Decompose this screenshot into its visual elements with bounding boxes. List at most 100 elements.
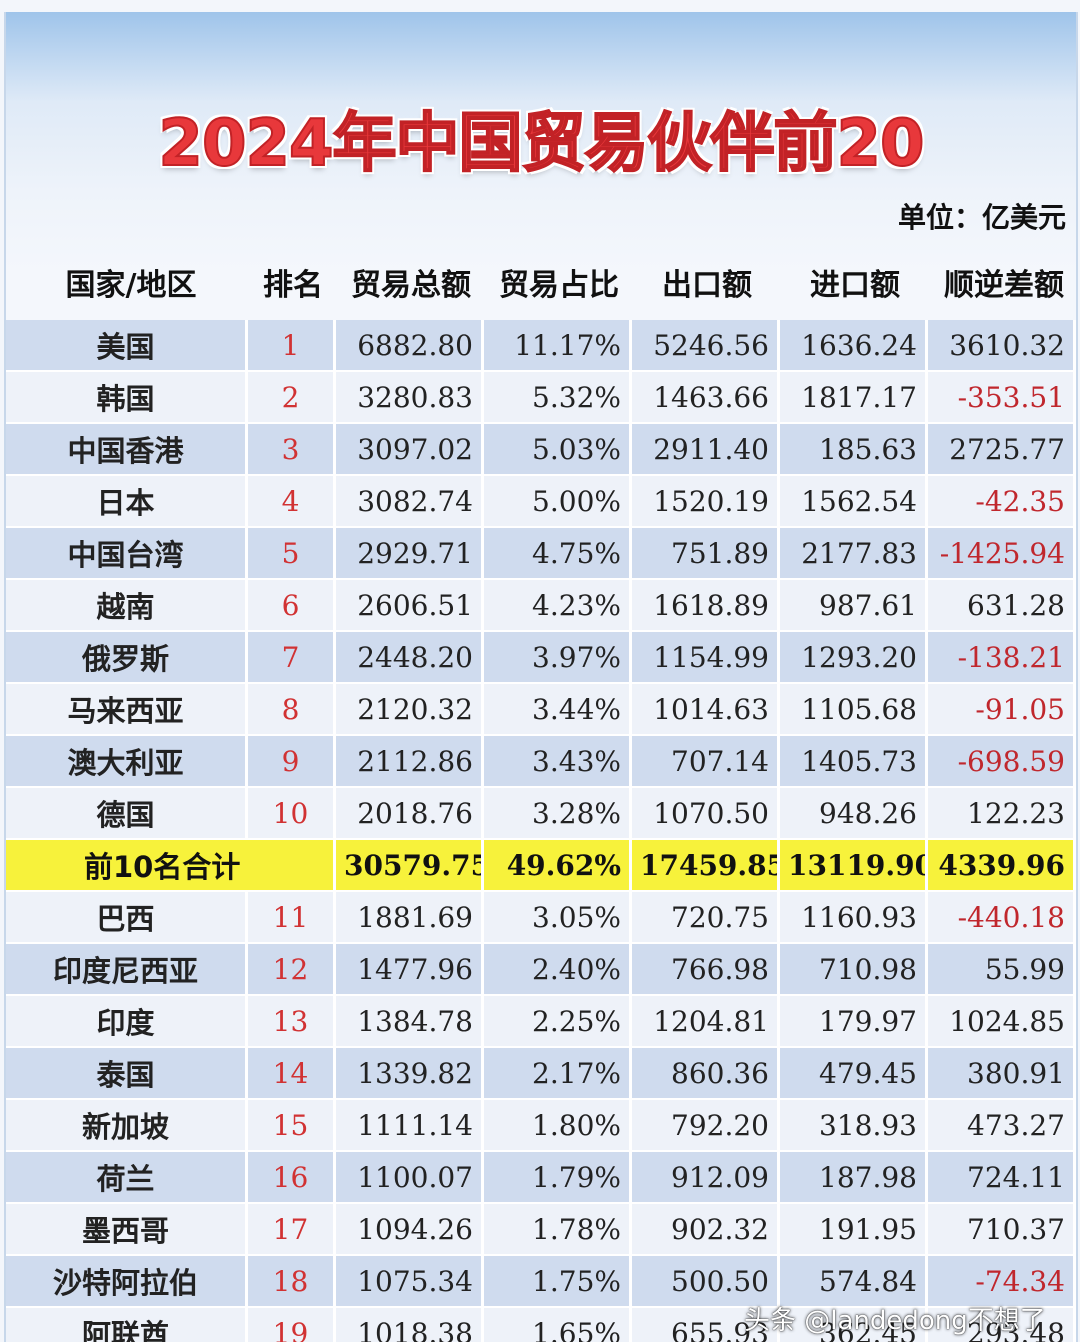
cell-rank: 7 (248, 632, 336, 684)
table-row: 荷兰 16 1100.07 1.79% 912.09 187.98 724.11 (6, 1152, 1076, 1204)
cell-export: 1204.81 (632, 996, 780, 1048)
cell-rank: 11 (248, 892, 336, 944)
cell-export: 1618.89 (632, 580, 780, 632)
cell-balance: 473.27 (928, 1100, 1076, 1152)
cell-total: 1384.78 (336, 996, 484, 1048)
cell-share: 5.32% (484, 372, 632, 424)
cell-rank: 10 (248, 788, 336, 840)
cell-balance: -42.35 (928, 476, 1076, 528)
cell-share: 1.75% (484, 1256, 632, 1308)
cell-name: 马来西亚 (6, 684, 248, 736)
table-header: 国家/地区 排名 贸易总额 贸易占比 出口额 进口额 顺逆差额 (6, 252, 1076, 310)
cell-total: 1075.34 (336, 1256, 484, 1308)
cell-share: 3.43% (484, 736, 632, 788)
cell-balance: -74.34 (928, 1256, 1076, 1308)
cell-balance: -91.05 (928, 684, 1076, 736)
cell-import: 1405.73 (780, 736, 928, 788)
cell-export: 1520.19 (632, 476, 780, 528)
page-title: 2024年中国贸易伙伴前20 (157, 106, 925, 182)
cell-balance: -698.59 (928, 736, 1076, 788)
cell-total: 2448.20 (336, 632, 484, 684)
cell-import: 987.61 (780, 580, 928, 632)
cell-balance: 631.28 (928, 580, 1076, 632)
table-row: 泰国 14 1339.82 2.17% 860.36 479.45 380.91 (6, 1048, 1076, 1100)
cell-rank: 3 (248, 424, 336, 476)
cell-name: 澳大利亚 (6, 736, 248, 788)
col-header-import: 进口额 (810, 268, 900, 303)
col-header-rank: 排名 (263, 268, 323, 303)
cell-name: 日本 (6, 476, 248, 528)
cell-share: 4.23% (484, 580, 632, 632)
cell-export: 902.32 (632, 1204, 780, 1256)
cell-rank: 12 (248, 944, 336, 996)
cell-total: 2120.32 (336, 684, 484, 736)
cell-name: 阿联酋 (6, 1308, 248, 1342)
cell-export: 500.50 (632, 1256, 780, 1308)
cell-export: 17459.85 (632, 840, 780, 892)
table-row: 美国 1 6882.80 11.17% 5246.56 1636.24 3610.32 (6, 320, 1076, 372)
cell-total: 2606.51 (336, 580, 484, 632)
cell-name: 中国香港 (6, 424, 248, 476)
table-row: 墨西哥 17 1094.26 1.78% 902.32 191.95 710.37 (6, 1204, 1076, 1256)
unit-label: 单位：亿美元 (897, 201, 1066, 234)
table-row: 中国台湾 5 2929.71 4.75% 751.89 2177.83 -1425.94 (6, 528, 1076, 580)
cell-import: 318.93 (780, 1100, 928, 1152)
cell-rank: 6 (248, 580, 336, 632)
cell-share: 11.17% (484, 320, 632, 372)
cell-name: 美国 (6, 320, 248, 372)
cell-balance: -353.51 (928, 372, 1076, 424)
cell-import: 179.97 (780, 996, 928, 1048)
cell-balance: 724.11 (928, 1152, 1076, 1204)
cell-share: 5.00% (484, 476, 632, 528)
cell-total: 3082.74 (336, 476, 484, 528)
cell-export: 5246.56 (632, 320, 780, 372)
cell-balance: -138.21 (928, 632, 1076, 684)
cell-import: 191.95 (780, 1204, 928, 1256)
cell-export: 707.14 (632, 736, 780, 788)
cell-export: 1070.50 (632, 788, 780, 840)
cell-name: 韩国 (6, 372, 248, 424)
cell-rank: 5 (248, 528, 336, 580)
table-row: 沙特阿拉伯 18 1075.34 1.75% 500.50 574.84 -74.34 (6, 1256, 1076, 1308)
cell-name: 印度 (6, 996, 248, 1048)
cell-share: 3.05% (484, 892, 632, 944)
cell-total: 1100.07 (336, 1152, 484, 1204)
cell-share: 1.65% (484, 1308, 632, 1342)
cell-import: 2177.83 (780, 528, 928, 580)
cell-name: 巴西 (6, 892, 248, 944)
cell-balance: -1425.94 (928, 528, 1076, 580)
cell-balance: 1024.85 (928, 996, 1076, 1048)
cell-total: 1477.96 (336, 944, 484, 996)
cell-balance: -440.18 (928, 892, 1076, 944)
cell-rank: 4 (248, 476, 336, 528)
cell-name: 荷兰 (6, 1152, 248, 1204)
cell-import: 574.84 (780, 1256, 928, 1308)
col-header-share: 贸易占比 (499, 268, 619, 303)
cell-total: 2112.86 (336, 736, 484, 788)
cell-import: 1562.54 (780, 476, 928, 528)
cell-export: 751.89 (632, 528, 780, 580)
cell-rank: 15 (248, 1100, 336, 1152)
cell-total: 1339.82 (336, 1048, 484, 1100)
col-header-country: 国家/地区 (65, 268, 197, 303)
cell-import: 185.63 (780, 424, 928, 476)
cell-share: 49.62% (484, 840, 632, 892)
cell-name: 印度尼西亚 (6, 944, 248, 996)
cell-total: 1018.38 (336, 1308, 484, 1342)
cell-export: 766.98 (632, 944, 780, 996)
cell-export: 912.09 (632, 1152, 780, 1204)
cell-total: 3097.02 (336, 424, 484, 476)
cell-total: 2929.71 (336, 528, 484, 580)
cell-share: 1.78% (484, 1204, 632, 1256)
cell-import: 13119.90 (780, 840, 928, 892)
table-row: 马来西亚 8 2120.32 3.44% 1014.63 1105.68 -91.05 (6, 684, 1076, 736)
cell-share: 2.40% (484, 944, 632, 996)
cell-balance: 293.48 (928, 1308, 1076, 1342)
table-row: 印度尼西亚 12 1477.96 2.40% 766.98 710.98 55.99 (6, 944, 1076, 996)
table-row: 越南 6 2606.51 4.23% 1618.89 987.61 631.28 (6, 580, 1076, 632)
cell-name: 前10名合计 (6, 840, 336, 892)
cell-import: 1636.24 (780, 320, 928, 372)
cell-share: 3.44% (484, 684, 632, 736)
cell-export: 792.20 (632, 1100, 780, 1152)
cell-import: 479.45 (780, 1048, 928, 1100)
